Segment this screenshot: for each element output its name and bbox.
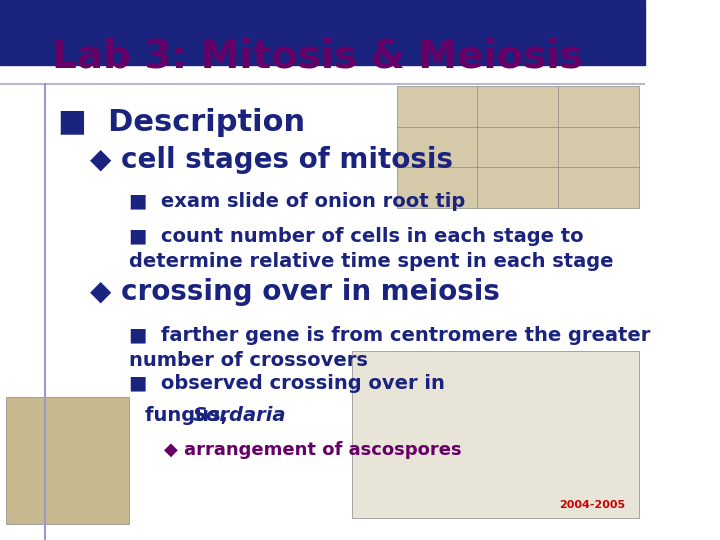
Text: ◆ cell stages of mitosis: ◆ cell stages of mitosis [90, 146, 454, 174]
Text: ■  count number of cells in each stage to
determine relative time spent in each : ■ count number of cells in each stage to… [129, 227, 613, 271]
Text: ◆ arrangement of ascospores: ◆ arrangement of ascospores [164, 441, 462, 458]
Text: ■  farther gene is from centromere the greater
number of crossovers: ■ farther gene is from centromere the gr… [129, 326, 650, 369]
Text: ■  Description: ■ Description [58, 108, 305, 137]
Text: 2004-2005: 2004-2005 [559, 500, 626, 510]
Bar [351, 351, 639, 518]
Bar [6, 397, 129, 524]
Text: ■  observed crossing over in: ■ observed crossing over in [129, 374, 445, 393]
Bar [397, 86, 639, 208]
Text: Sordaria: Sordaria [192, 406, 286, 424]
Text: fungus,: fungus, [145, 406, 235, 424]
Text: ■  exam slide of onion root tip: ■ exam slide of onion root tip [129, 192, 465, 211]
Text: ◆ crossing over in meiosis: ◆ crossing over in meiosis [90, 278, 500, 306]
Text: Lab 3: Mitosis & Meiosis: Lab 3: Mitosis & Meiosis [52, 38, 582, 76]
Bar [0, 0, 645, 65]
